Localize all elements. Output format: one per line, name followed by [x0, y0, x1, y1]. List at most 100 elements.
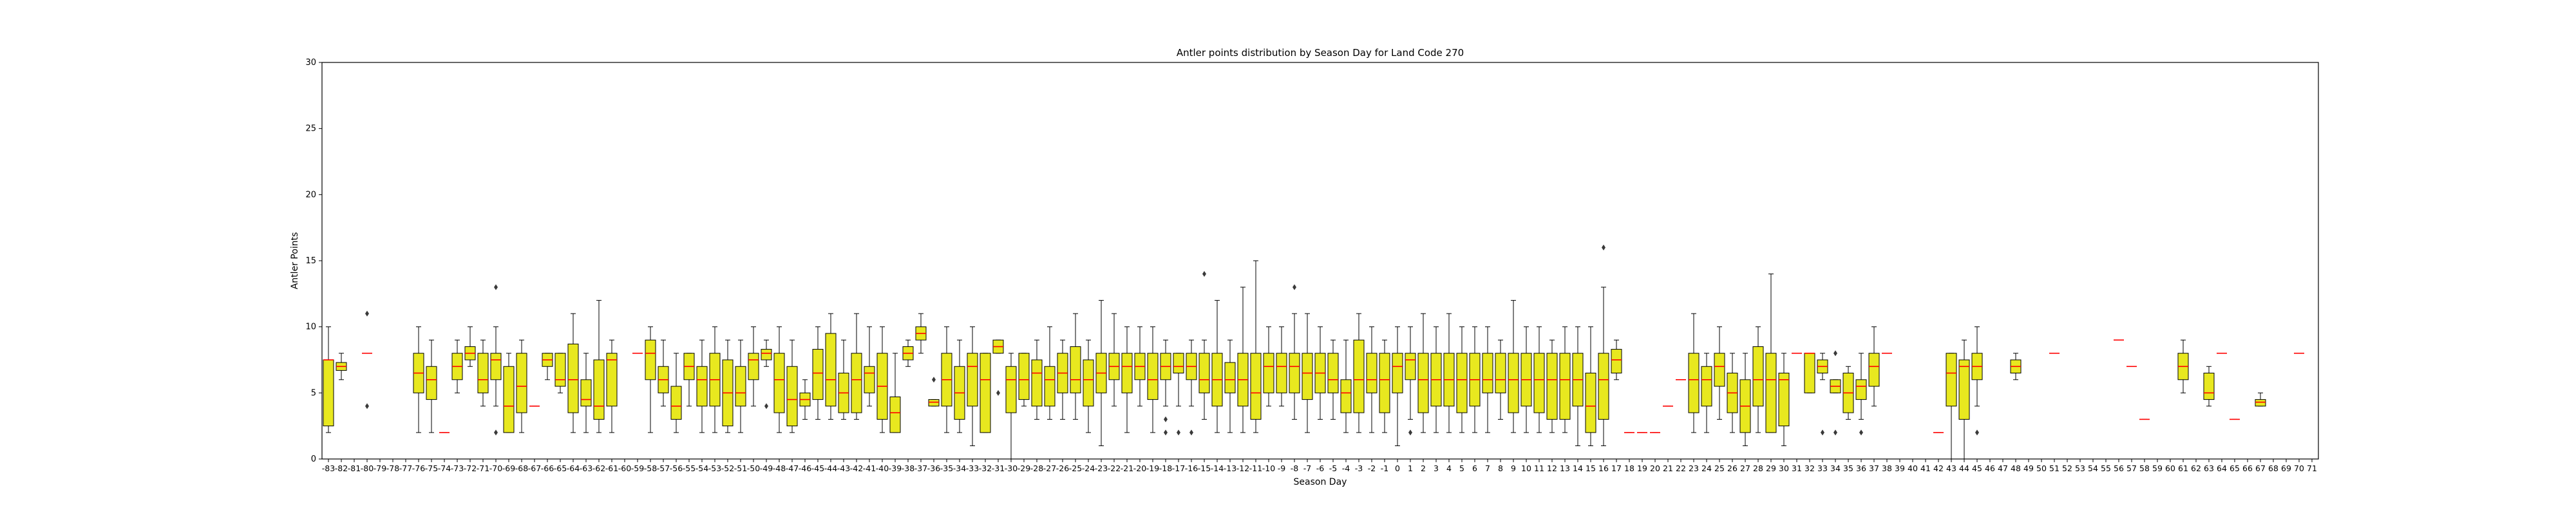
outlier-point — [932, 377, 936, 383]
box-day-16 — [1598, 244, 1609, 446]
x-tick-label: 55 — [2101, 464, 2111, 473]
x-tick-label: -4 — [1342, 464, 1350, 473]
x-tick-label: -54 — [696, 464, 708, 473]
iqr-box — [645, 339, 656, 380]
x-tick-label: -6 — [1316, 464, 1325, 473]
x-tick-label: -74 — [438, 464, 451, 473]
box-day--49 — [761, 339, 772, 409]
iqr-box — [1224, 362, 1236, 393]
box-day-67 — [2255, 392, 2266, 407]
box-day-44 — [1958, 339, 1970, 460]
x-tick-label: -23 — [1095, 464, 1108, 473]
x-tick-label: -26 — [1056, 464, 1069, 473]
x-tick-label: -81 — [348, 464, 361, 473]
iqr-box — [864, 366, 875, 393]
iqr-box — [1482, 353, 1493, 393]
box-day--38 — [902, 339, 914, 367]
box-day--52 — [722, 339, 734, 433]
x-tick-label: 63 — [2204, 464, 2214, 473]
iqr-box — [1533, 353, 1545, 413]
x-tick-label: -69 — [502, 464, 515, 473]
iqr-box — [593, 359, 605, 420]
outlier-point — [1202, 271, 1206, 277]
x-tick-label: 67 — [2255, 464, 2266, 473]
box-day--17 — [1173, 353, 1184, 436]
x-tick-label: 43 — [1946, 464, 1956, 473]
box-day-10 — [1520, 326, 1532, 433]
x-tick-label: -44 — [824, 464, 837, 473]
y-tick-label: 20 — [305, 190, 316, 200]
x-tick-label: -56 — [670, 464, 683, 473]
x-tick-label: -38 — [902, 464, 914, 473]
box-day--58 — [645, 326, 656, 433]
x-tick-label: -42 — [850, 464, 863, 473]
x-tick-label: -79 — [374, 464, 386, 473]
iqr-box — [580, 379, 592, 407]
box-day--4 — [1340, 339, 1352, 433]
x-tick-label: 5 — [1459, 464, 1464, 473]
x-tick-label: -3 — [1355, 464, 1363, 473]
axes-frame — [321, 62, 2319, 460]
x-tick-label: -35 — [940, 464, 953, 473]
box-day--37 — [915, 313, 927, 354]
outlier-point — [1293, 284, 1296, 290]
box-day-1 — [1405, 326, 1416, 436]
box-day-24 — [1701, 353, 1712, 433]
x-tick-label: 56 — [2114, 464, 2124, 473]
x-tick-label: -68 — [515, 464, 528, 473]
box-day--69 — [503, 353, 515, 433]
x-tick-label: 57 — [2126, 464, 2137, 473]
x-tick-label: -24 — [1082, 464, 1095, 473]
x-tick-label: -8 — [1291, 464, 1299, 473]
box-day-30 — [1778, 353, 1790, 446]
box-day--10 — [1263, 326, 1274, 407]
y-tick-label: 25 — [305, 124, 316, 134]
x-tick-label: -82 — [335, 464, 348, 473]
x-tick-label: -60 — [618, 464, 631, 473]
outlier-point — [996, 389, 1000, 396]
iqr-box — [1958, 359, 1970, 420]
iqr-box — [1611, 349, 1622, 374]
x-tick-label: 24 — [1701, 464, 1712, 473]
box-day--26 — [1057, 339, 1068, 420]
iqr-box — [567, 343, 579, 413]
x-tick-label: -70 — [489, 464, 502, 473]
x-tick-label: 31 — [1792, 464, 1802, 473]
y-tick-label: 10 — [305, 323, 316, 332]
box-day--64 — [567, 313, 579, 433]
iqr-box — [1855, 379, 1867, 400]
box-day--13 — [1224, 339, 1236, 433]
box-day--53 — [709, 326, 721, 433]
x-tick-label: 38 — [1882, 464, 1892, 473]
x-tick-label: 16 — [1598, 464, 1609, 473]
x-tick-label: -67 — [528, 464, 541, 473]
x-tick-label: 41 — [1920, 464, 1931, 473]
iqr-box — [1327, 353, 1339, 393]
x-tick-label: 52 — [2062, 464, 2072, 473]
iqr-box — [1495, 353, 1506, 393]
iqr-box — [812, 349, 824, 400]
x-tick-label: -52 — [721, 464, 734, 473]
iqr-box — [1456, 353, 1468, 413]
box-day--3 — [1353, 313, 1365, 433]
box-day--70 — [490, 284, 502, 436]
box-day--76 — [413, 326, 424, 433]
iqr-box — [773, 353, 785, 413]
x-tick-label: -1 — [1381, 464, 1388, 473]
iqr-box — [1263, 353, 1274, 393]
x-tick-label: -48 — [773, 464, 786, 473]
x-tick-label: 69 — [2281, 464, 2291, 473]
x-tick-label: 34 — [1830, 464, 1841, 473]
iqr-box — [323, 359, 334, 427]
outlier-point — [365, 403, 369, 409]
x-tick-label: -57 — [657, 464, 670, 473]
x-tick-label: 23 — [1689, 464, 1699, 473]
x-tick-label: -22 — [1108, 464, 1121, 473]
iqr-box — [1366, 353, 1378, 393]
box-day--11 — [1250, 260, 1262, 433]
iqr-box — [889, 396, 901, 433]
iqr-box — [1868, 353, 1880, 387]
x-tick-label: 39 — [1895, 464, 1905, 473]
x-tick-label: 71 — [2307, 464, 2317, 473]
iqr-box — [1392, 353, 1403, 393]
